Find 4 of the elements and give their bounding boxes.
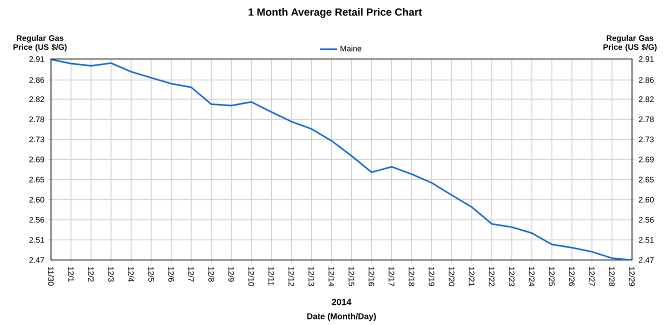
chart-title: 1 Month Average Retail Price Chart [248,8,422,18]
line-series [51,59,632,260]
text: 2014 [332,298,352,306]
x-axis-title: Date (Month/Day) [307,313,376,321]
